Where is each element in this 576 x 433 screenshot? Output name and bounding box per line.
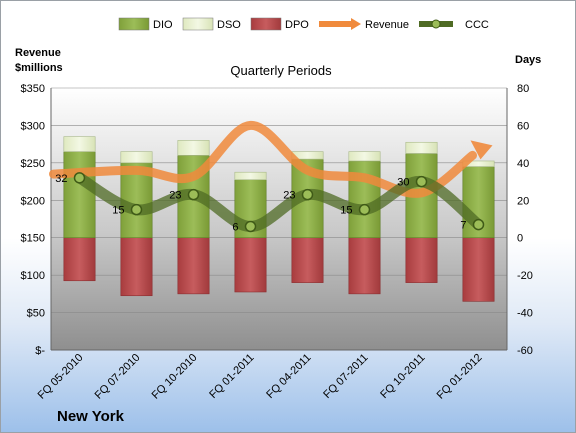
plot-area: $- $50 $100 $150 $200 $250 $300 $350 -60 -40 -20 0 2… [21, 83, 533, 402]
dpo-bar [405, 237, 438, 283]
ccc-data-label: 6 [232, 221, 238, 233]
dso-bar [120, 151, 153, 164]
ccc-data-label: 7 [460, 220, 466, 232]
right-tick-label: 0 [517, 233, 523, 245]
ccc-data-label: 15 [112, 205, 124, 217]
left-tick-label: $250 [21, 158, 45, 170]
ccc-point [187, 188, 200, 201]
right-tick-label: 20 [517, 195, 529, 207]
right-tick-label: -20 [517, 270, 533, 282]
dpo-bar [234, 237, 267, 293]
left-tick-label: $350 [21, 83, 45, 95]
dpo-bar [63, 237, 96, 282]
ccc-data-label: 32 [55, 173, 67, 185]
ccc-point [415, 175, 428, 188]
revenue-arrowhead [470, 140, 493, 160]
dpo-bar [177, 237, 210, 295]
ccc-point [358, 203, 371, 216]
left-tick-label: $150 [21, 233, 45, 245]
legend-revenue-arrow [351, 18, 361, 30]
ccc-data-label: 30 [397, 177, 409, 189]
x-tick-label: FQ 04-2011 [264, 352, 313, 401]
revenue-line [49, 120, 477, 198]
left-tick-label: $- [35, 345, 45, 357]
right-tick-label: -40 [517, 308, 533, 320]
legend-dso-label: DSO [217, 19, 241, 31]
ccc-point [301, 188, 314, 201]
x-tick-label: FQ 05-2010 [36, 352, 86, 402]
legend-dpo-label: DPO [285, 19, 309, 31]
dso-bar [63, 136, 96, 152]
legend-dpo-swatch [250, 17, 282, 31]
x-tick-label: FQ 07-2010 [93, 352, 143, 402]
legend-ccc-marker [431, 19, 441, 29]
right-tick-label: 60 [517, 120, 529, 132]
legend-dio-label: DIO [153, 19, 173, 31]
left-tick-label: $300 [21, 120, 45, 132]
location-label: New York [57, 408, 125, 425]
dpo-bar [291, 237, 324, 283]
dso-bar [405, 141, 438, 154]
ccc-point [472, 218, 485, 231]
x-tick-label: FQ 10-2011 [378, 352, 427, 401]
x-tick-label: FQ 10-2010 [150, 352, 200, 402]
right-tick-label: -60 [517, 345, 533, 357]
ccc-data-label: 23 [169, 190, 181, 202]
legend: DIO DSO DPO Revenue CCC [118, 17, 489, 31]
dso-bar [234, 171, 267, 180]
ccc-point [130, 203, 143, 216]
dio-bar [63, 151, 96, 239]
legend-ccc-label: CCC [465, 19, 489, 31]
legend-revenue-label: Revenue [365, 19, 409, 31]
legend-dio-swatch [118, 17, 150, 31]
ccc-point [244, 220, 257, 233]
right-tick-label: 80 [517, 83, 529, 95]
left-tick-label: $50 [27, 308, 45, 320]
left-axis-title-line1: Revenue [15, 47, 61, 59]
left-axis-title-line2: $millions [15, 62, 63, 74]
dpo-bar [462, 237, 495, 302]
dso-bar [348, 151, 381, 162]
plot-background [51, 88, 507, 350]
dso-bar [177, 140, 210, 156]
x-tick-label: FQ 01-2012 [435, 352, 485, 402]
right-axis-title: Days [515, 54, 541, 66]
dpo-bar [120, 237, 153, 297]
ccc-point [73, 172, 86, 184]
left-tick-label: $200 [21, 195, 45, 207]
dpo-bar [348, 237, 381, 295]
chart-title: Quarterly Periods [230, 63, 332, 78]
x-tick-label: FQ 01-2011 [207, 352, 256, 401]
x-tick-label: FQ 07-2011 [321, 352, 370, 401]
legend-dso-swatch [182, 17, 214, 31]
left-tick-label: $100 [21, 270, 45, 282]
right-tick-label: 40 [517, 158, 529, 170]
ccc-data-label: 15 [340, 205, 352, 217]
ccc-data-label: 23 [283, 190, 295, 202]
